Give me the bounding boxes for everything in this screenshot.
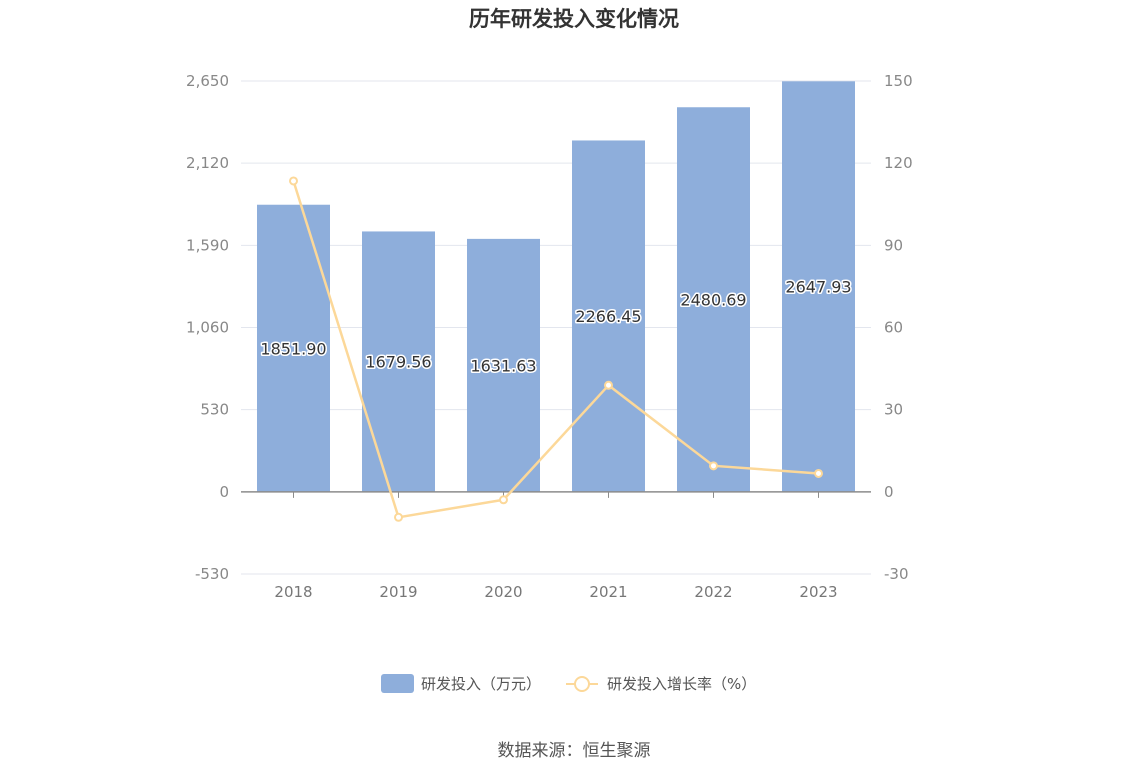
growth-point bbox=[499, 495, 508, 505]
legend-item-line[interactable]: 研发投入增长率（%） bbox=[566, 675, 756, 693]
y-left-tick-label: 2,650 bbox=[186, 72, 229, 90]
bar-value-label: 1631.63 bbox=[470, 356, 536, 375]
bar bbox=[257, 204, 330, 492]
bar-labels: 1851.90 1679.56 1631.63 2266.45 2480.69 2647.… bbox=[259, 276, 853, 377]
growth-point bbox=[289, 176, 298, 186]
x-axis: 2018 2019 2020 2021 2022 2023 bbox=[274, 583, 837, 601]
legend[interactable]: 研发投入（万元） 研发投入增长率（%） bbox=[381, 674, 756, 693]
bar-value-label: 1851.90 bbox=[260, 339, 326, 358]
legend-item-bar[interactable]: 研发投入（万元） bbox=[381, 674, 541, 693]
x-axis-line bbox=[241, 491, 871, 498]
y-right-tick-label: 150 bbox=[884, 72, 913, 90]
x-tick-label: 2019 bbox=[379, 583, 417, 601]
legend-line-marker bbox=[574, 676, 590, 692]
bar bbox=[572, 140, 645, 492]
bar bbox=[677, 107, 750, 492]
bar-value-label: 2480.69 bbox=[680, 291, 746, 310]
y-right-tick-label: -30 bbox=[884, 565, 909, 583]
bar-value-label: 1679.56 bbox=[365, 353, 431, 372]
growth-point bbox=[604, 380, 613, 390]
y-left-tick-label: 0 bbox=[219, 483, 229, 501]
x-tick-label: 2023 bbox=[799, 583, 837, 601]
bar bbox=[782, 81, 855, 492]
x-tick-label: 2022 bbox=[694, 583, 732, 601]
bar-value-label: 2647.93 bbox=[785, 278, 851, 297]
source-note: 数据来源：恒生聚源 bbox=[498, 741, 651, 761]
y-right-tick-label: 0 bbox=[884, 483, 894, 501]
bar bbox=[362, 231, 435, 492]
x-tick-label: 2020 bbox=[484, 583, 522, 601]
y-left-tick-label: 1,060 bbox=[186, 319, 229, 337]
growth-point bbox=[394, 512, 403, 522]
legend-bar-swatch bbox=[381, 674, 414, 693]
y-right-tick-label: 60 bbox=[884, 319, 903, 337]
y-left-tick-label: 1,590 bbox=[186, 236, 229, 254]
legend-line-label: 研发投入增长率（%） bbox=[607, 675, 756, 693]
y-left-tick-label: 2,120 bbox=[186, 154, 229, 172]
y-right-tick-label: 120 bbox=[884, 154, 913, 172]
y-left-tick-label: -530 bbox=[195, 565, 229, 583]
y-right-tick-label: 90 bbox=[884, 236, 903, 254]
line-series bbox=[289, 176, 823, 522]
legend-bar-label: 研发投入（万元） bbox=[421, 675, 541, 693]
gridlines bbox=[241, 80, 871, 575]
growth-line bbox=[292, 180, 819, 519]
y-right-tick-label: 30 bbox=[884, 401, 903, 419]
bar bbox=[467, 238, 540, 492]
growth-point bbox=[814, 468, 823, 478]
y-left-tick-label: 530 bbox=[200, 401, 229, 419]
chart-title: 历年研发投入变化情况 bbox=[469, 7, 679, 31]
y-axis-left: 2,650 2,120 1,590 1,060 530 0 -530 bbox=[186, 72, 229, 583]
bar-series bbox=[257, 81, 855, 492]
y-axis-right: 150 120 90 60 30 0 -30 bbox=[884, 72, 913, 583]
bar-value-label: 2266.45 bbox=[575, 307, 641, 326]
growth-point bbox=[709, 461, 718, 471]
x-tick-label: 2021 bbox=[589, 583, 627, 601]
x-tick-label: 2018 bbox=[274, 583, 312, 601]
